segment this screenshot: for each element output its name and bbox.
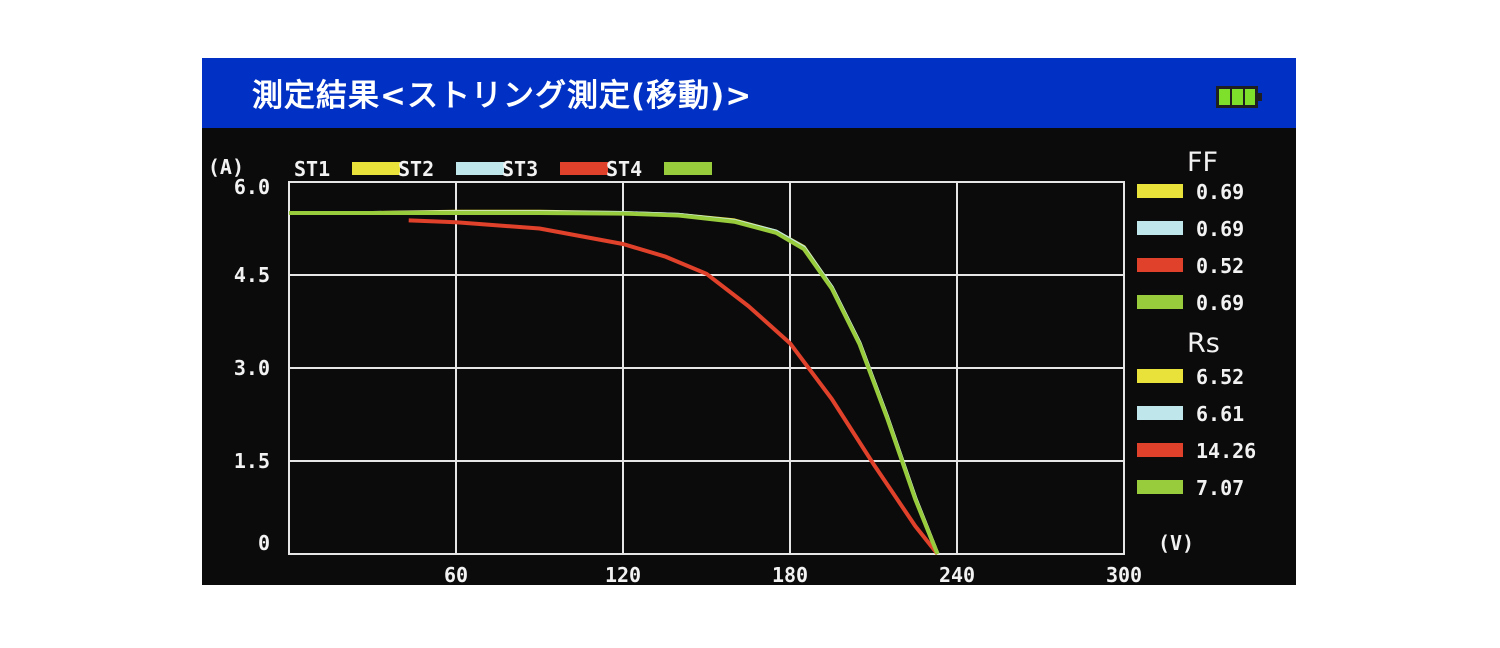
ff-value-st2: 0.69 xyxy=(1196,217,1244,241)
y-tick-label: 3.0 xyxy=(234,356,270,380)
device-screen: 測定結果<ストリング測定(移動)> 60 120 180 240 300 0 1.5 3.0 4… xyxy=(202,58,1296,585)
ff-value-st4: 0.69 xyxy=(1196,291,1244,315)
ff-swatch-st4 xyxy=(1137,295,1183,309)
legend-label: ST4 xyxy=(606,157,642,181)
rs-label: Rs xyxy=(1187,328,1220,359)
x-tick-label: 240 xyxy=(939,563,975,585)
legend-swatch xyxy=(456,162,504,175)
page-title: 測定結果<ストリング測定(移動)> xyxy=(252,78,753,114)
ff-value-st3: 0.52 xyxy=(1196,254,1244,278)
ff-label: FF xyxy=(1187,147,1218,178)
rs-swatch-st4 xyxy=(1137,480,1183,494)
ff-swatch-st3 xyxy=(1137,258,1183,272)
legend-label: ST1 xyxy=(294,157,330,181)
x-tick-label: 300 xyxy=(1106,563,1142,585)
y-tick-label: 0 xyxy=(258,531,270,555)
rs-value-st1: 6.52 xyxy=(1196,365,1244,389)
legend-label: ST2 xyxy=(398,157,434,181)
ff-value-st1: 0.69 xyxy=(1196,180,1244,204)
series-line-st1 xyxy=(289,209,940,555)
series-line-st4 xyxy=(289,211,940,555)
y-tick-label: 4.5 xyxy=(234,263,270,287)
rs-value-st4: 7.07 xyxy=(1196,476,1244,500)
legend-swatch xyxy=(664,162,712,175)
rs-value-st2: 6.61 xyxy=(1196,402,1244,426)
rs-swatch-st3 xyxy=(1137,443,1183,457)
y-tick-label: 1.5 xyxy=(234,449,270,473)
x-tick-label: 120 xyxy=(605,563,641,585)
legend-label: ST3 xyxy=(502,157,538,181)
y-tick-label: 6.0 xyxy=(234,175,270,199)
title-bar: 測定結果<ストリング測定(移動)> xyxy=(202,58,1296,128)
battery-full-icon xyxy=(1216,86,1262,108)
rs-swatch-st1 xyxy=(1137,369,1183,383)
x-axis-label: (V) xyxy=(1158,531,1194,555)
ff-swatch-st2 xyxy=(1137,221,1183,235)
iv-curve-chart: 60 120 180 240 300 0 1.5 3.0 4.5 6.0(A) (V) ST1 ST2… xyxy=(208,147,1256,585)
series-line-st2 xyxy=(289,210,940,555)
x-tick-label: 180 xyxy=(772,563,808,585)
y-axis-label: (A) xyxy=(208,155,244,179)
legend-swatch xyxy=(560,162,608,175)
rs-value-st3: 14.26 xyxy=(1196,439,1256,463)
rs-swatch-st2 xyxy=(1137,406,1183,420)
legend-swatch xyxy=(352,162,400,175)
ff-swatch-st1 xyxy=(1137,184,1183,198)
series-line-st3 xyxy=(408,218,940,556)
x-tick-label: 60 xyxy=(444,563,468,585)
